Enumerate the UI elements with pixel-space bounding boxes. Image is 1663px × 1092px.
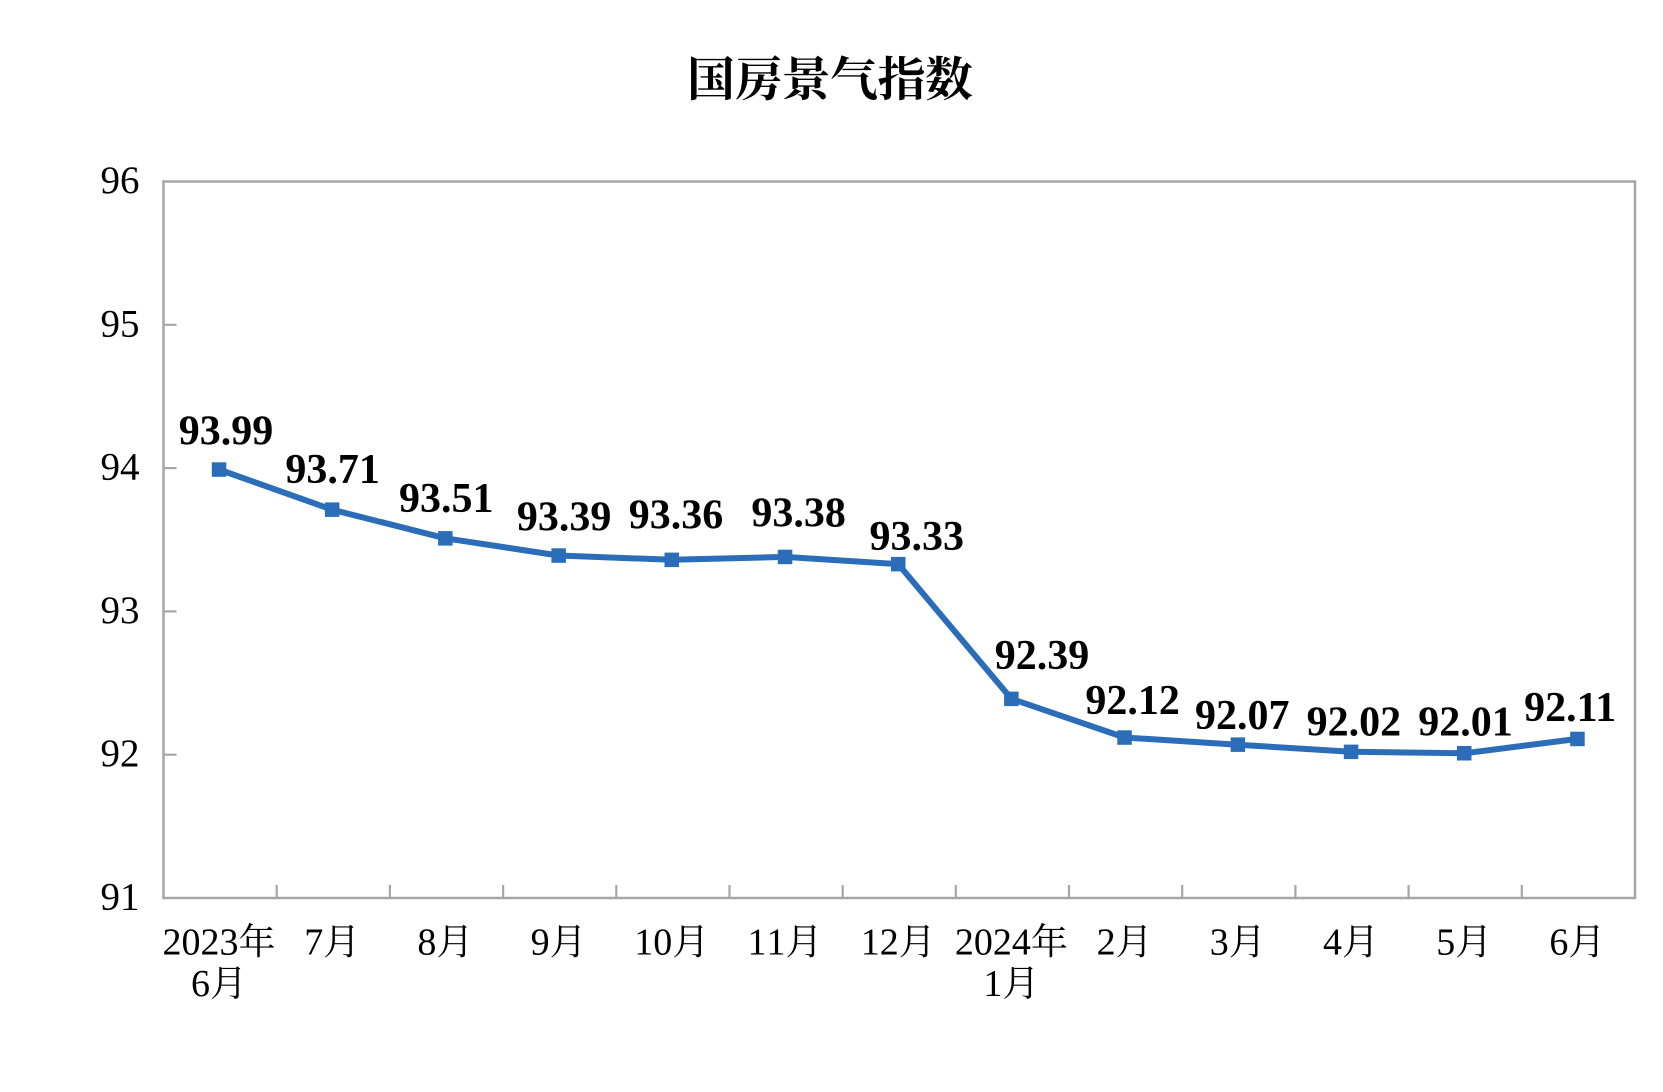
svg-text:2: 2 [1097, 922, 1116, 964]
svg-text:92: 92 [101, 732, 140, 775]
svg-text:92.39: 92.39 [995, 633, 1090, 679]
svg-text:93.51: 93.51 [399, 476, 494, 522]
svg-text:91: 91 [101, 876, 140, 919]
svg-text:92.01: 92.01 [1418, 700, 1513, 746]
svg-text:6: 6 [191, 963, 210, 1005]
svg-text:92.02: 92.02 [1307, 700, 1402, 746]
svg-text:94: 94 [101, 446, 140, 489]
svg-text:92.11: 92.11 [1524, 685, 1616, 731]
svg-text:9: 9 [531, 922, 550, 964]
svg-text:5: 5 [1436, 922, 1455, 964]
svg-text:1: 1 [983, 963, 1002, 1005]
svg-text:92.07: 92.07 [1195, 693, 1290, 739]
svg-text:93.33: 93.33 [870, 514, 965, 560]
svg-text:93: 93 [101, 589, 140, 632]
svg-text:3: 3 [1210, 922, 1229, 964]
svg-text:93.99: 93.99 [179, 409, 274, 455]
svg-text:4: 4 [1323, 922, 1342, 964]
svg-text:2023: 2023 [163, 922, 239, 964]
svg-text:6: 6 [1549, 922, 1568, 964]
svg-text:93.36: 93.36 [629, 493, 724, 539]
svg-text:8: 8 [417, 922, 436, 964]
svg-text:93.39: 93.39 [517, 494, 612, 540]
svg-text:12: 12 [861, 922, 899, 964]
svg-text:7: 7 [304, 922, 323, 964]
svg-text:93.71: 93.71 [285, 447, 380, 493]
svg-text:2024: 2024 [955, 922, 1031, 964]
svg-text:11: 11 [748, 922, 786, 964]
svg-text:92.12: 92.12 [1085, 678, 1180, 724]
svg-text:95: 95 [101, 302, 140, 345]
svg-text:96: 96 [101, 159, 140, 202]
svg-text:93.38: 93.38 [751, 491, 846, 537]
svg-text:10: 10 [634, 922, 672, 964]
